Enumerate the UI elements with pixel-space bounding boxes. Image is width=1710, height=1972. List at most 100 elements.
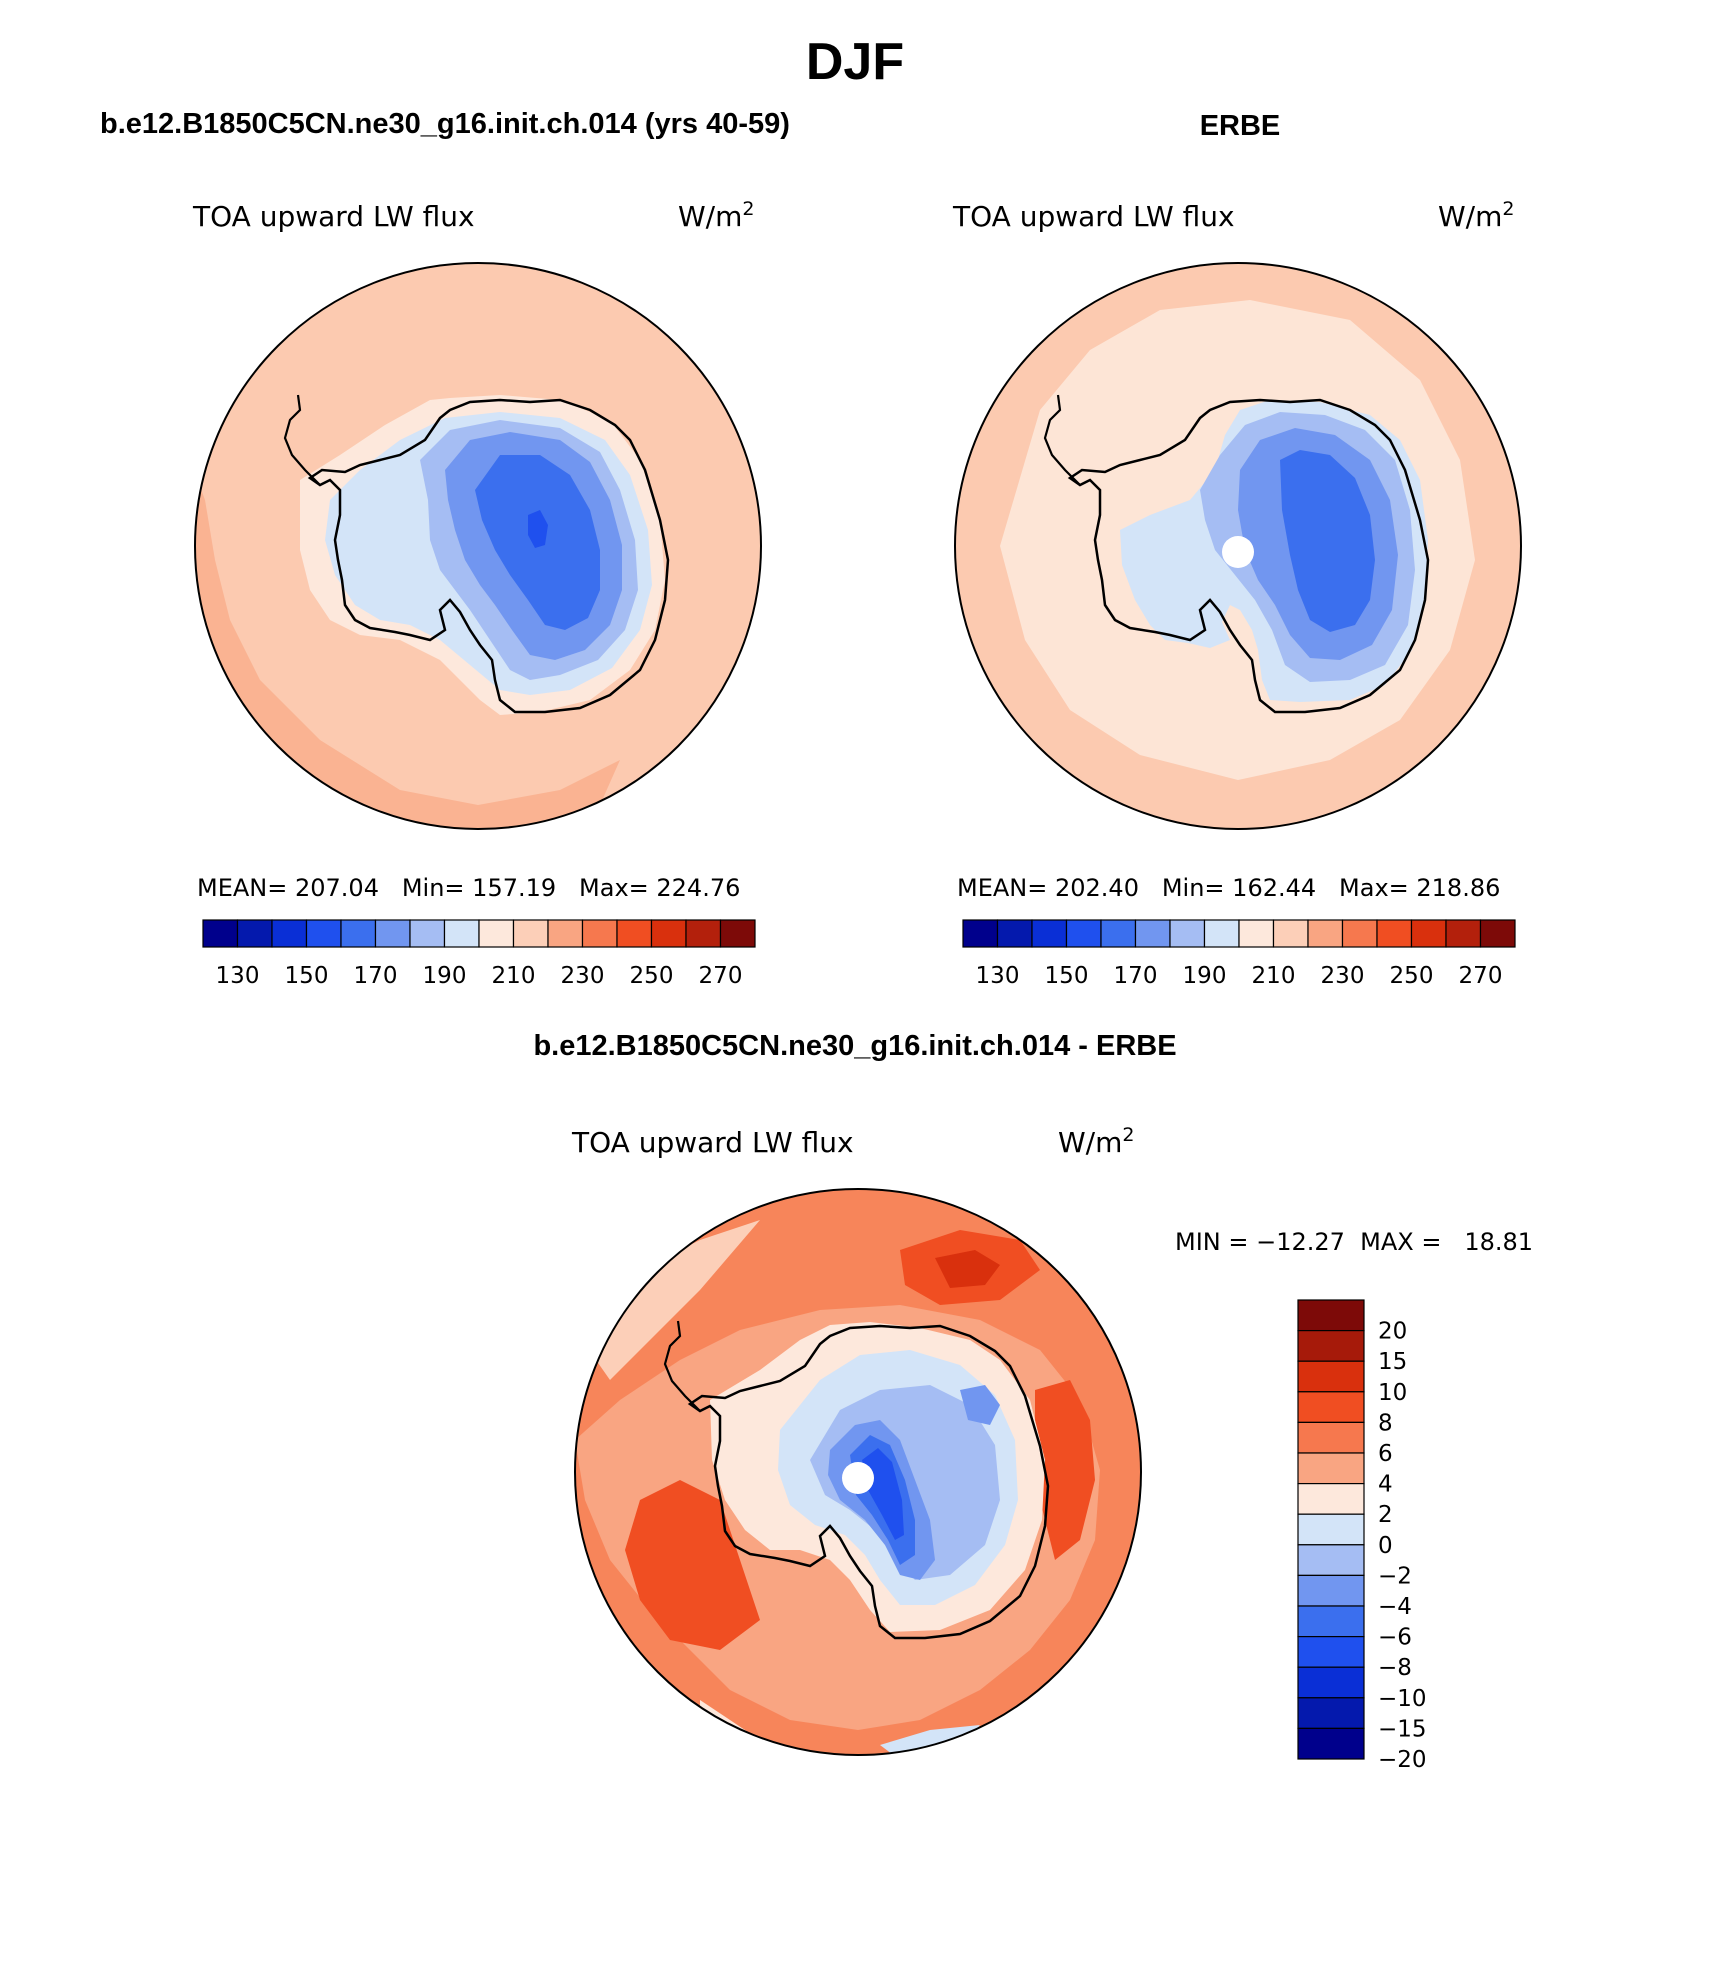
model-colorbar-label: 230 [561, 963, 605, 989]
obs-colorbar-swatch [996, 919, 1033, 948]
model-colorbar-label: 150 [285, 963, 329, 989]
obs-colorbar-swatch [1100, 919, 1137, 948]
obs-colorbar-swatch [1341, 919, 1378, 948]
diff-colorbar-swatch [1297, 1360, 1365, 1393]
obs-colorbar-swatch [1272, 919, 1309, 948]
diff-colorbar-label: −15 [1378, 1716, 1427, 1742]
diff-colorbar-swatch [1297, 1452, 1365, 1485]
model-colorbar-swatch [305, 919, 342, 948]
model-map: TOA upward LW flux W/m2 MEAN= 207.04 Min… [192, 198, 762, 989]
model-colorbar-label: 270 [699, 963, 743, 989]
diff-peninsula [663, 1320, 701, 1412]
diff-hotspot-4 [1035, 1380, 1095, 1560]
diff-colorbar-label: 4 [1378, 1472, 1393, 1498]
diff-colorbar-label: 2 [1378, 1502, 1393, 1528]
diff-colorbar-swatch [1297, 1605, 1365, 1638]
model-stats: MEAN= 207.04 Min= 157.19 Max= 224.76 [197, 874, 740, 902]
diff-colorbar-label: 6 [1378, 1441, 1393, 1467]
diff-colorbar-label: −6 [1378, 1625, 1412, 1651]
model-colorbar-label: 190 [423, 963, 467, 989]
diff-colorbar-label: 8 [1378, 1410, 1393, 1436]
model-units-label: W/m2 [678, 198, 755, 233]
obs-colorbar-swatch [1307, 919, 1344, 948]
diff-colorbar-swatch [1297, 1727, 1365, 1760]
model-colorbar-swatch [340, 919, 377, 948]
diff-colorbar-swatch [1297, 1574, 1365, 1607]
model-colorbar-swatch [650, 919, 687, 948]
diff-panel-title: b.e12.B1850C5CN.ne30_g16.init.ch.014 - E… [533, 1030, 1177, 1062]
obs-colorbar-swatch [1445, 919, 1482, 948]
obs-map-border [954, 262, 1522, 830]
diff-colorbar-swatch [1297, 1697, 1365, 1730]
diff-colorbar-label: 20 [1378, 1319, 1407, 1345]
obs-colorbar-label: 190 [1183, 963, 1227, 989]
model-colorbar-swatch [271, 919, 308, 948]
diff-colorbar-label: 10 [1378, 1380, 1407, 1406]
diff-continent-neg10 [862, 1448, 904, 1540]
model-colorbar-swatch [719, 919, 756, 948]
model-peninsula [283, 394, 321, 486]
obs-contour-170 [1280, 450, 1375, 632]
diff-colorbar-swatch [1297, 1635, 1365, 1668]
obs-colorbar: 130 150 170 190 210 230 250 270 [962, 919, 1516, 989]
obs-units-label: W/m2 [1438, 198, 1515, 233]
model-map-border [194, 262, 762, 830]
obs-colorbar-label: 150 [1045, 963, 1089, 989]
diff-stats: MIN = −12.27 MAX = 18.81 [1175, 1228, 1533, 1256]
figure-title: DJF [805, 33, 905, 91]
model-colorbar-label: 130 [216, 963, 260, 989]
obs-colorbar-label: 130 [976, 963, 1020, 989]
diff-antarctica-coastline [687, 1324, 1050, 1640]
model-colorbar-swatch [202, 919, 239, 948]
diff-variable-label: TOA upward LW flux [571, 1126, 854, 1159]
model-colorbar-label: 170 [354, 963, 398, 989]
model-antarctica-coastline [307, 398, 670, 714]
obs-colorbar-label: 230 [1321, 963, 1365, 989]
model-colorbar-swatch [547, 919, 584, 948]
obs-colorbar-swatch [1376, 919, 1413, 948]
diff-colorbar-label: −20 [1378, 1747, 1427, 1773]
diff-light-band-rim [575, 1220, 760, 1380]
obs-colorbar-swatch [1031, 919, 1068, 948]
model-warm-edge [195, 460, 620, 829]
obs-stats: MEAN= 202.40 Min= 162.44 Max= 218.86 [957, 874, 1500, 902]
model-colorbar-swatch [374, 919, 411, 948]
obs-colorbar-label: 170 [1114, 963, 1158, 989]
model-colorbar-label: 250 [630, 963, 674, 989]
model-colorbar: 130 150 170 190 210 230 250 270 [202, 919, 756, 989]
model-colorbar-swatch [512, 919, 549, 948]
diff-colorbar-label: −2 [1378, 1563, 1412, 1589]
diff-colorbar-label: 0 [1378, 1533, 1393, 1559]
obs-colorbar-swatch [1410, 919, 1447, 948]
model-variable-label: TOA upward LW flux [192, 200, 475, 233]
obs-variable-label: TOA upward LW flux [952, 200, 1235, 233]
diff-colorbar-swatch [1297, 1513, 1365, 1546]
diff-colorbar-label: −8 [1378, 1655, 1412, 1681]
diff-colorbar-swatch [1297, 1482, 1365, 1515]
obs-colorbar-swatch [1203, 919, 1240, 948]
diff-colorbar-label: −10 [1378, 1686, 1427, 1712]
diff-hotspot-3 [625, 1480, 760, 1650]
obs-colorbar-swatch [1479, 919, 1516, 948]
model-colorbar-swatch [409, 919, 446, 948]
obs-colorbar-label: 250 [1390, 963, 1434, 989]
obs-pole-mask [1222, 536, 1254, 568]
model-colorbar-swatch [236, 919, 273, 948]
obs-colorbar-label: 270 [1459, 963, 1503, 989]
diff-map-border [574, 1188, 1142, 1756]
obs-colorbar-swatch [1065, 919, 1102, 948]
diff-colorbar-swatch [1297, 1666, 1365, 1699]
diff-map: TOA upward LW flux W/m2 MIN = −12.27 MAX… [571, 1124, 1533, 1773]
diff-units-label: W/m2 [1058, 1124, 1135, 1159]
obs-colorbar-swatch [962, 919, 999, 948]
obs-colorbar-swatch [1169, 919, 1206, 948]
obs-colorbar-swatch [1238, 919, 1275, 948]
diff-colorbar-swatch [1297, 1329, 1365, 1362]
diff-colorbar-label: −4 [1378, 1594, 1412, 1620]
diff-colorbar-swatch [1297, 1421, 1365, 1454]
diff-hotspot-2 [935, 1250, 1000, 1288]
model-colorbar-swatch [616, 919, 653, 948]
obs-colorbar-label: 210 [1252, 963, 1296, 989]
obs-peninsula [1043, 394, 1081, 486]
